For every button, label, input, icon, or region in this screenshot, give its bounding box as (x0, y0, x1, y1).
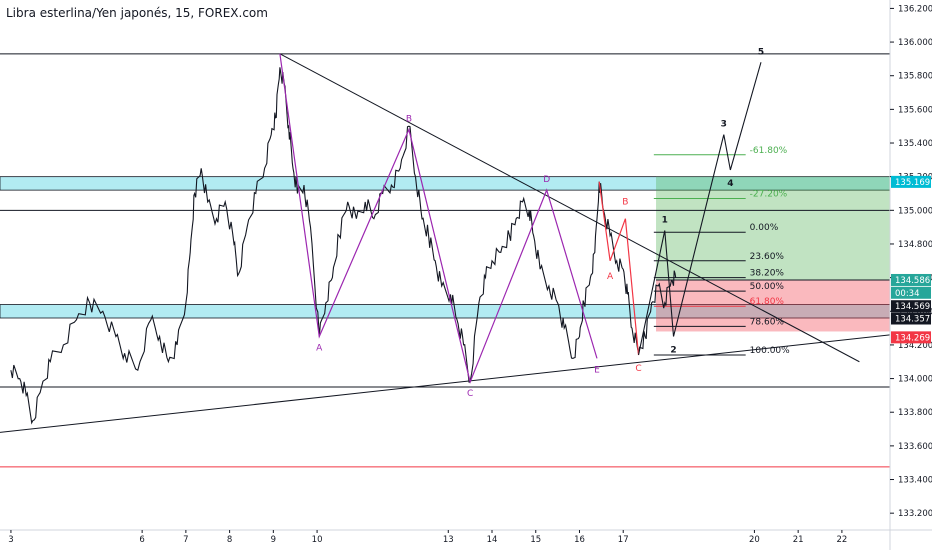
position-loss-zone (656, 279, 890, 332)
wave-label-5: 5 (758, 47, 764, 57)
price-label-4: 134.357 (895, 315, 930, 325)
y-tick-label-9: 135.000 (898, 206, 932, 216)
y-tick-label-11: 135.400 (898, 139, 932, 149)
x-tick-label-7: 14 (487, 535, 498, 545)
position-profit-zone (656, 176, 890, 280)
wave-label-1: 1 (662, 216, 668, 226)
y-tick-label-2: 133.600 (898, 442, 932, 452)
price-label-box-2 (891, 286, 931, 299)
x-tick-label-10: 17 (618, 535, 629, 545)
abcde-pattern (279, 53, 598, 384)
x-tick-label-0: 3 (8, 535, 13, 545)
fib-label-5: 50.00% (750, 282, 785, 292)
y-tick-label-13: 135.800 (898, 72, 932, 82)
x-tick-label-1: 6 (139, 535, 144, 545)
y-tick-label-5: 134.200 (898, 341, 932, 351)
price-label-3: 134.569 (895, 302, 930, 312)
price-label-box-3 (891, 300, 931, 313)
y-tick-label-14: 136.000 (898, 38, 932, 48)
wave-label-4: 4 (727, 179, 733, 189)
fib-label-0: -61.80% (750, 146, 788, 156)
fib-label-7: 78.60% (750, 317, 785, 327)
x-tick-label-9: 16 (574, 535, 585, 545)
price-label-5: 134.269 (895, 333, 930, 343)
fib-label-4: 38.20% (750, 269, 785, 279)
fib-label-1: -27.20% (750, 190, 788, 200)
abc-label-A: A (607, 272, 614, 282)
y-tick-label-15: 136.200 (898, 4, 932, 14)
wave-label-3: 3 (721, 120, 727, 130)
abc-label-C: C (635, 364, 641, 374)
y-tick-label-3: 133.800 (898, 408, 932, 418)
chart-title: Libra esterlina/Yen japonés, 15, FOREX.c… (6, 6, 268, 20)
x-tick-label-11: 20 (749, 535, 760, 545)
x-tick-label-3: 8 (227, 535, 232, 545)
price-label-box-4 (891, 312, 931, 325)
y-tick-label-12: 135.600 (898, 105, 932, 115)
price-label-box-1 (891, 273, 931, 286)
price-label-1: 134.586 (895, 276, 930, 286)
abc-pattern (598, 181, 640, 356)
abcde-label-E: E (594, 365, 600, 375)
x-tick-label-12: 21 (793, 535, 804, 545)
abcde-label-C: C (467, 389, 473, 399)
fib-label-8: 100.00% (750, 346, 790, 356)
fib-label-6: 61.80% (750, 297, 785, 307)
abcde-label-D: D (543, 175, 550, 185)
trendline-0 (279, 53, 860, 363)
x-tick-label-13: 22 (836, 535, 847, 545)
abc-label-B: B (622, 198, 628, 208)
y-tick-label-0: 133.200 (898, 509, 932, 519)
price-label-box-5 (891, 331, 931, 344)
wave-label-2: 2 (670, 346, 676, 356)
y-tick-label-6: 134.400 (898, 307, 932, 317)
price-series (10, 67, 677, 425)
price-label-box-0 (891, 175, 931, 188)
elliott-projection (637, 62, 762, 356)
abcde-label-B: B (406, 115, 412, 125)
x-tick-label-4: 9 (271, 535, 276, 545)
price-label-0: 135.169 (895, 178, 930, 188)
abcde-label-A: A (316, 344, 323, 354)
fib-label-2: 0.00% (750, 223, 779, 233)
x-tick-label-2: 7 (183, 535, 188, 545)
price-label-2: 00:34 (895, 289, 920, 299)
y-tick-label-1: 133.400 (898, 476, 932, 486)
fib-label-3: 23.60% (750, 252, 785, 262)
y-tick-label-8: 134.800 (898, 240, 932, 250)
x-tick-label-5: 10 (312, 535, 323, 545)
y-tick-label-4: 134.000 (898, 375, 932, 385)
trendline-1 (0, 334, 891, 433)
x-tick-label-6: 13 (443, 535, 454, 545)
x-tick-label-8: 15 (530, 535, 541, 545)
